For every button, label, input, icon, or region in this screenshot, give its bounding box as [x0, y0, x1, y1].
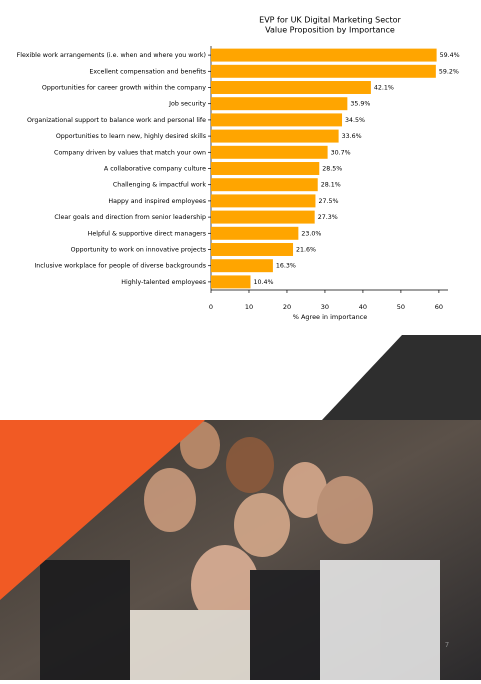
x-tick-label: 30 [321, 303, 329, 311]
bar [211, 129, 339, 143]
y-tick-label: Excellent compensation and benefits [89, 68, 206, 75]
value-label: 33.6% [342, 133, 362, 140]
x-tick-label: 50 [397, 303, 405, 311]
bar [211, 81, 371, 94]
y-tick-label: Highly-talented employees [121, 279, 206, 286]
x-axis-label: % Agree in importance [293, 313, 368, 321]
value-label: 30.7% [331, 149, 351, 156]
y-tick-label: Job security [168, 101, 206, 108]
value-label: 35.9% [350, 101, 370, 108]
value-label: 27.3% [318, 214, 338, 221]
value-label: 59.4% [440, 52, 460, 59]
orange-shape [0, 420, 205, 600]
y-tick-label: Inclusive workplace for people of divers… [34, 263, 206, 270]
value-label: 28.5% [322, 166, 342, 173]
value-label: 59.2% [439, 68, 459, 75]
bar [211, 145, 328, 159]
value-label: 21.6% [296, 247, 316, 254]
dark-shape [322, 335, 481, 420]
x-tick-label: 60 [435, 303, 443, 311]
y-tick-label: Opportunities to learn new, highly desir… [56, 133, 206, 140]
y-tick-label: Opportunities for career growth within t… [42, 85, 206, 92]
value-label: 27.5% [318, 198, 338, 205]
x-tick-label: 40 [359, 303, 367, 311]
x-tick-label: 0 [209, 303, 213, 311]
y-tick-label: A collaborative company culture [104, 166, 206, 173]
x-tick-label: 10 [245, 303, 253, 311]
bar [211, 259, 273, 273]
bar [211, 194, 316, 208]
bar [211, 226, 299, 240]
bar [211, 178, 318, 192]
value-label: 10.4% [254, 279, 274, 286]
y-tick-label: Helpful & supportive direct managers [88, 230, 206, 237]
bar [211, 64, 436, 78]
value-label: 16.3% [276, 263, 296, 270]
value-label: 23.0% [301, 230, 321, 237]
bar [211, 275, 251, 289]
bar [211, 113, 343, 127]
y-tick-label: Flexible work arrangements (i.e. when an… [17, 52, 206, 59]
photo-people [40, 421, 440, 680]
value-label: 28.1% [321, 182, 341, 189]
bar [211, 243, 294, 256]
page-number: 7 [445, 641, 449, 649]
value-label: 34.5% [345, 117, 365, 124]
y-tick-label: Opportunity to work on innovative projec… [71, 247, 206, 254]
y-tick-label: Challenging & impactful work [113, 182, 206, 189]
chart-subtitle: Value Proposition by Importance [265, 26, 395, 35]
bar [211, 48, 437, 62]
x-tick-label: 20 [283, 303, 291, 311]
y-tick-label: Clear goals and direction from senior le… [54, 214, 206, 221]
y-tick-label: Company driven by values that match your… [54, 149, 206, 156]
bar [211, 162, 320, 175]
value-label: 42.1% [374, 85, 394, 92]
y-tick-label: Happy and inspired employees [108, 198, 206, 205]
bar [211, 97, 348, 111]
y-tick-label: Organizational support to balance work a… [27, 117, 206, 124]
bar [211, 210, 315, 224]
chart-title: EVP for UK Digital Marketing Sector [259, 16, 401, 25]
